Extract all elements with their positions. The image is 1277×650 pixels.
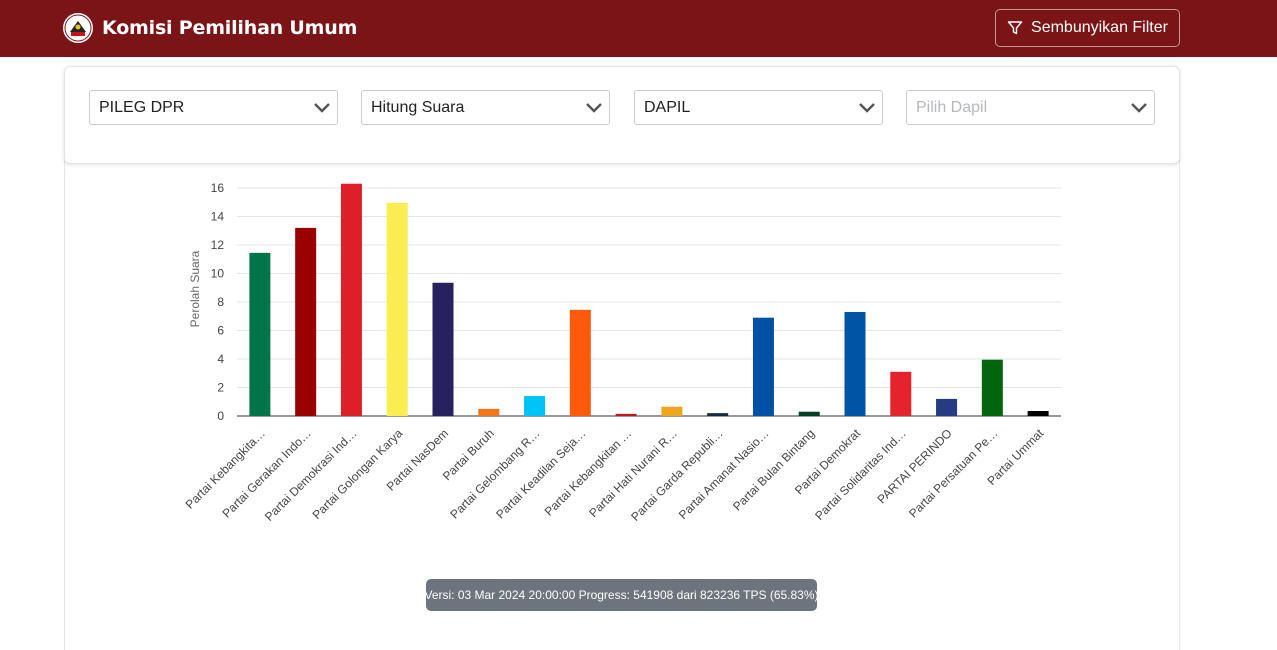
bar-17[interactable] — [981, 359, 1003, 416]
brand-title: Komisi Pemilihan Umum — [102, 17, 358, 39]
x-tick-label: Partai Bulan Bintang — [730, 426, 817, 513]
y-tick-label: 14 — [211, 210, 225, 224]
chevron-down-icon — [1131, 103, 1147, 113]
x-tick-label: Partai Garda Republi… — [628, 426, 726, 524]
count-type-value: Hitung Suara — [371, 98, 465, 116]
x-tick-label: Partai Solidaritas Ind… — [812, 426, 909, 523]
bar-3[interactable] — [340, 183, 362, 416]
chart-panel: 0 2 4 6 8 10 12 14 16 Partai Kebangkita… Partai G… — [64, 160, 1180, 650]
chevron-down-icon — [859, 103, 875, 113]
hide-filter-button[interactable]: Sembunyikan Filter — [995, 9, 1180, 47]
x-tick-label: Partai Gelombang R… — [447, 426, 542, 521]
bar-10[interactable] — [661, 406, 683, 416]
bar-9[interactable] — [615, 413, 637, 416]
y-tick-label: 4 — [217, 352, 224, 366]
y-tick-label: 16 — [211, 181, 225, 195]
dapil-select[interactable]: Pilih Dapil — [906, 90, 1155, 125]
bar-7[interactable] — [524, 396, 546, 416]
region-level-select[interactable]: DAPIL — [634, 90, 883, 125]
x-tick-label: Partai Gerakan Indo… — [219, 426, 313, 520]
bar-16[interactable] — [936, 398, 958, 416]
x-tick-label: Partai Kebangkita… — [183, 426, 268, 511]
chevron-down-icon — [586, 103, 602, 113]
bar-5[interactable] — [432, 282, 454, 416]
election-type-select[interactable]: PILEG DPR — [89, 90, 338, 125]
y-tick-label: 12 — [211, 238, 225, 252]
chevron-down-icon — [314, 103, 330, 113]
top-navbar: Komisi Pemilihan Umum Sembunyikan Filter — [0, 0, 1277, 57]
bar-14[interactable] — [844, 311, 866, 416]
bar-6[interactable] — [478, 408, 500, 416]
x-tick-label: Partai Persatuan Pe… — [906, 426, 1000, 520]
bar-4[interactable] — [386, 202, 408, 416]
bar-15[interactable] — [890, 371, 912, 416]
bar-18[interactable] — [1027, 411, 1049, 416]
hide-filter-label: Sembunyikan Filter — [1031, 19, 1168, 36]
y-tick-label: 8 — [217, 295, 224, 309]
x-tick-label: Partai Amanat Nasio… — [676, 426, 772, 522]
x-tick-label: Partai Keadilan Seja… — [493, 426, 588, 521]
bar-13[interactable] — [798, 411, 820, 416]
x-tick-label: Partai Demokrasi Ind… — [262, 426, 360, 524]
x-tick-label: Partai Golongan Karya — [310, 426, 406, 522]
dapil-placeholder: Pilih Dapil — [916, 98, 988, 116]
x-tick-label: Partai Hati Nurani R… — [586, 426, 680, 520]
bar-12[interactable] — [752, 317, 774, 416]
bar-2[interactable] — [295, 227, 317, 416]
election-type-value: PILEG DPR — [99, 98, 185, 116]
y-tick-label: 0 — [217, 409, 224, 423]
bar-1[interactable] — [249, 252, 271, 416]
y-tick-label: 10 — [211, 267, 225, 281]
bar-11[interactable] — [707, 413, 729, 416]
filter-panel: PILEG DPR Hitung Suara DAPIL Pilih Dapil — [64, 66, 1180, 164]
y-axis-label: Perolah Suara — [188, 250, 202, 327]
version-progress-badge: Versi: 03 Mar 2024 20:00:00 Progress: 54… — [424, 579, 819, 611]
count-type-select[interactable]: Hitung Suara — [361, 90, 610, 125]
kpu-logo-icon — [63, 13, 93, 43]
x-tick-label: Partai Kebangkitan … — [542, 426, 634, 518]
region-level-value: DAPIL — [644, 98, 691, 116]
filter-icon — [1007, 21, 1023, 35]
y-tick-label: 2 — [217, 381, 224, 395]
bar-8[interactable] — [569, 309, 591, 416]
y-tick-label: 6 — [217, 324, 224, 338]
brand[interactable]: Komisi Pemilihan Umum — [62, 11, 357, 45]
